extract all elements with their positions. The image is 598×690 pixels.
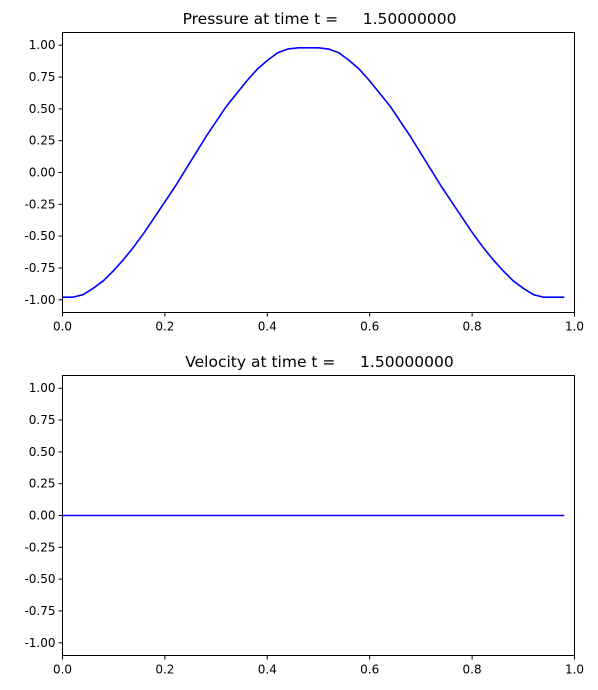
velocity-x-tick-label: 0.4 [258,663,277,677]
pressure-y-tick-label: -0.25 [24,197,55,211]
velocity-y-tick-label: 0.25 [29,477,56,491]
velocity-marks: 0.0 0.2 0.4 0.6 0.8 1.0 1.00 0.75 0.50 0.25 0.00 -0… [24,381,584,676]
velocity-x-tick-label: 0.6 [360,663,379,677]
pressure-y-tick-label: 0.75 [29,70,56,84]
pressure-plot: Pressure at time t = 1.50000000 0.0 0.2 0.… [24,10,584,334]
pressure-x-tick-label: 0.0 [53,320,72,334]
pressure-y-tick-label: 0.25 [29,134,56,148]
pressure-x-tick-label: 0.8 [463,320,482,334]
velocity-x-tick-label: 0.0 [53,663,72,677]
pressure-x-tick-label: 0.6 [360,320,379,334]
pressure-marks: 0.0 0.2 0.4 0.6 0.8 1.0 1.00 0.75 0.50 0.25 0.00 -0… [24,38,584,333]
pressure-y-tick-label: -1.00 [24,293,55,307]
velocity-y-tick-label: 0.50 [29,445,56,459]
velocity-x-tick-label: 0.2 [155,663,174,677]
pressure-y-tick-label: -0.75 [24,261,55,275]
pressure-axes-frame [62,32,575,313]
velocity-y-tick-label: -0.50 [24,572,55,586]
pressure-y-tick-label: -0.50 [24,229,55,243]
velocity-plot: Velocity at time t = 1.50000000 0.0 0.2 0.… [24,353,584,677]
velocity-y-tick-label: 0.00 [29,509,56,523]
pressure-y-tick-label: 1.00 [29,38,56,52]
velocity-y-tick-label: -0.25 [24,540,55,554]
velocity-x-tick-label: 0.8 [463,663,482,677]
velocity-y-tick-label: 0.75 [29,413,56,427]
pressure-y-tick-label: 0.50 [29,102,56,116]
velocity-y-tick-label: 1.00 [29,381,56,395]
pressure-x-tick-label: 0.4 [258,320,277,334]
pressure-x-tick-label: 1.0 [565,320,584,334]
velocity-y-tick-label: -1.00 [24,636,55,650]
velocity-title: Velocity at time t = 1.50000000 [185,353,454,371]
velocity-y-tick-label: -0.75 [24,604,55,618]
pressure-title: Pressure at time t = 1.50000000 [183,10,457,28]
pressure-x-tick-label: 0.2 [155,320,174,334]
velocity-x-tick-label: 1.0 [565,663,584,677]
pressure-y-tick-label: 0.00 [29,166,56,180]
pressure-series-line [62,46,565,299]
